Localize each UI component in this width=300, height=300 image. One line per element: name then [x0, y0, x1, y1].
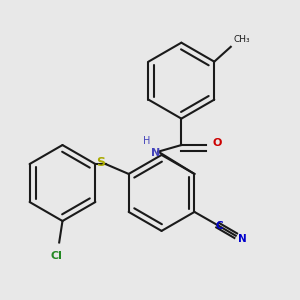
Text: H: H	[143, 136, 150, 146]
Text: C: C	[215, 221, 223, 231]
Text: O: O	[213, 138, 222, 148]
Text: S: S	[96, 156, 105, 169]
Text: CH₃: CH₃	[233, 35, 250, 44]
Text: N: N	[151, 148, 160, 158]
Text: N: N	[238, 234, 247, 244]
Text: Cl: Cl	[51, 251, 62, 261]
